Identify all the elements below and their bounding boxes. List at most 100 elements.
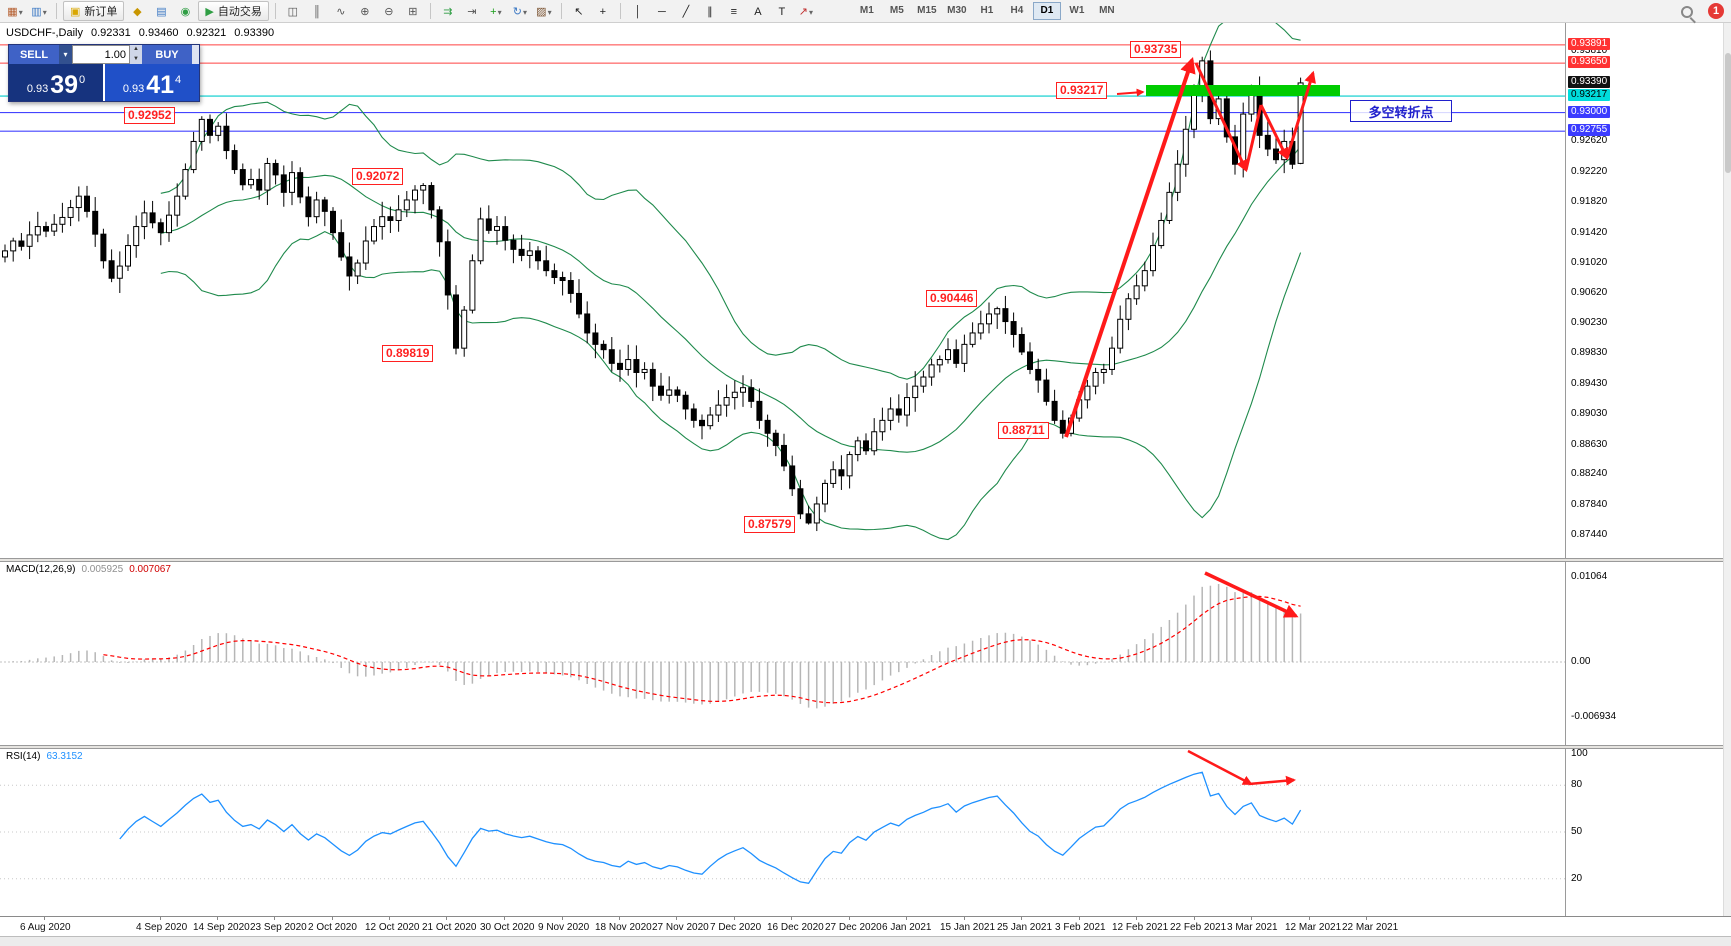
toolbar-separator [274, 3, 276, 19]
zoom-in-icon[interactable]: ⊕ [354, 1, 376, 21]
timeframe-w1[interactable]: W1 [1069, 5, 1085, 16]
date-tick-icon [217, 917, 218, 920]
timeframe-m15[interactable]: M15 [917, 5, 937, 16]
date-tick-icon [1079, 917, 1080, 920]
buy-button[interactable]: BUY [142, 45, 192, 64]
dropdown-arrow-icon[interactable]: ▾ [18, 8, 23, 17]
turning-point-label[interactable]: 多空转折点 [1350, 100, 1452, 122]
text-icon[interactable]: A [747, 1, 769, 21]
arrows-icon[interactable]: ↗▾ [795, 1, 817, 21]
auto-scroll-icon: ⇉ [443, 6, 453, 18]
bid-price-panel[interactable]: 0.93 39 0 [9, 64, 103, 101]
price-annotation[interactable]: 0.93217 [1056, 82, 1108, 99]
date-tick-icon [1194, 917, 1195, 920]
drawn-arrow[interactable] [1259, 104, 1289, 161]
community-icon: ◉ [180, 6, 191, 18]
templates-icon: ▨ [536, 6, 547, 18]
tile-windows-icon[interactable]: ⊞ [402, 1, 424, 21]
depth-of-market-icon[interactable]: ◆ [126, 1, 148, 21]
dropdown-arrow-icon[interactable]: ▾ [808, 8, 813, 17]
date-tick-icon [1021, 917, 1022, 920]
price-annotation[interactable]: 0.89819 [382, 345, 434, 362]
rsi-scale-label: 100 [1571, 748, 1588, 759]
community-icon[interactable]: ◉ [174, 1, 196, 21]
date-label: 12 Feb 2021 [1112, 922, 1169, 933]
crosshair-icon[interactable]: + [592, 1, 614, 21]
drawn-arrow[interactable] [1064, 56, 1196, 438]
price-scale-column[interactable]: 0.93810 0.92620 0.92220 0.91820 0.91420 0.910… [1566, 0, 1722, 946]
bar-chart-icon[interactable]: ◫ [282, 1, 304, 21]
green-support-zone[interactable] [1146, 85, 1340, 96]
dropdown-arrow-icon[interactable]: ▾ [522, 8, 527, 17]
market-watch-icon[interactable]: ▤ [150, 1, 172, 21]
label-icon: T [778, 6, 786, 18]
panel-separator[interactable] [0, 745, 1731, 749]
timeframe-m30[interactable]: M30 [947, 5, 967, 16]
periods-icon: ↻ [512, 6, 522, 18]
dropdown-arrow-icon[interactable]: ▾ [42, 8, 47, 17]
volume-input[interactable] [72, 45, 130, 64]
horizontal-line-icon[interactable]: ─ [651, 1, 673, 21]
drawn-arrow[interactable] [1116, 88, 1145, 97]
timeframe-m5[interactable]: M5 [889, 5, 904, 16]
cursor-icon[interactable]: ↖ [568, 1, 590, 21]
drawn-arrow[interactable] [1204, 571, 1299, 618]
macd-signal-value: 0.007067 [129, 564, 171, 575]
new-order-button[interactable]: ▣ 新订单 [63, 1, 125, 21]
sell-dropdown-icon[interactable]: ▾ [59, 45, 72, 64]
date-label: 2 Oct 2020 [308, 922, 357, 933]
price-annotation[interactable]: 0.92952 [124, 107, 176, 124]
scrollbar-thumb[interactable] [1725, 53, 1731, 173]
channel-icon[interactable]: ∥ [699, 1, 721, 21]
line-chart-icon[interactable]: ∿ [330, 1, 352, 21]
panel-separator[interactable] [0, 558, 1731, 562]
zoom-out-icon[interactable]: ⊖ [378, 1, 400, 21]
auto-scroll-icon[interactable]: ⇉ [437, 1, 459, 21]
trendline-icon[interactable]: ╱ [675, 1, 697, 21]
price-annotation[interactable]: 0.93735 [1130, 41, 1182, 58]
vertical-scrollbar[interactable] [1723, 23, 1731, 916]
date-label: 27 Dec 2020 [825, 922, 882, 933]
vertical-line-icon[interactable]: │ [627, 1, 649, 21]
chart-shift-icon[interactable]: ⇥ [461, 1, 483, 21]
timeframe-m1[interactable]: M1 [859, 5, 874, 16]
timeframe-d1[interactable]: D1 [1032, 2, 1061, 20]
profiles-icon[interactable]: ▥▾ [28, 1, 50, 21]
price-annotation[interactable]: 0.87579 [744, 516, 796, 533]
timeframe-h1[interactable]: H1 [980, 5, 994, 16]
dropdown-arrow-icon[interactable]: ▾ [497, 8, 502, 17]
timeframe-mn[interactable]: MN [1099, 5, 1115, 16]
label-icon[interactable]: T [771, 1, 793, 21]
timeframe-h4[interactable]: H4 [1010, 5, 1024, 16]
notification-badge[interactable]: 1 [1708, 3, 1724, 19]
fibonacci-icon[interactable]: ≡ [723, 1, 745, 21]
search-icon[interactable] [1681, 6, 1693, 18]
new-chart-icon[interactable]: ▦▾ [4, 1, 26, 21]
drawn-arrow[interactable] [1194, 62, 1248, 173]
dropdown-arrow-icon[interactable]: ▾ [547, 8, 552, 17]
price-annotation[interactable]: 0.88711 [998, 422, 1049, 439]
ask-price-panel[interactable]: 0.93 41 4 [105, 64, 199, 101]
drawn-arrow[interactable] [1244, 104, 1263, 171]
price-annotation[interactable]: 0.92072 [352, 168, 404, 185]
periods-icon[interactable]: ↻▾ [509, 1, 531, 21]
price-annotation[interactable]: 0.90446 [926, 290, 978, 307]
add-indicator-icon[interactable]: +▾ [485, 1, 507, 21]
date-axis[interactable]: 6 Aug 2020 4 Sep 2020 14 Sep 2020 23 Sep 20… [0, 916, 1731, 937]
price-scale-label: 0.87440 [1571, 529, 1608, 541]
volume-down-icon[interactable]: ▼ [133, 55, 139, 62]
drawn-arrow[interactable] [1285, 70, 1316, 159]
drawn-arrow[interactable] [1248, 775, 1296, 786]
date-label: 15 Jan 2021 [940, 922, 996, 933]
candlestick-chart-icon: ║ [312, 6, 321, 18]
volume-up-icon[interactable]: ▲ [133, 46, 139, 52]
drawn-arrow[interactable] [1187, 749, 1253, 786]
bid-pipette: 0 [79, 74, 86, 86]
ask-prefix: 0.93 [122, 83, 145, 95]
sell-button[interactable]: SELL [9, 45, 59, 64]
volume-stepper[interactable]: ▲ ▼ [130, 45, 142, 64]
candlestick-chart-icon[interactable]: ║ [306, 1, 328, 21]
templates-icon[interactable]: ▨▾ [533, 1, 555, 21]
autotrading-button[interactable]: ▶ 自动交易 [198, 1, 269, 21]
